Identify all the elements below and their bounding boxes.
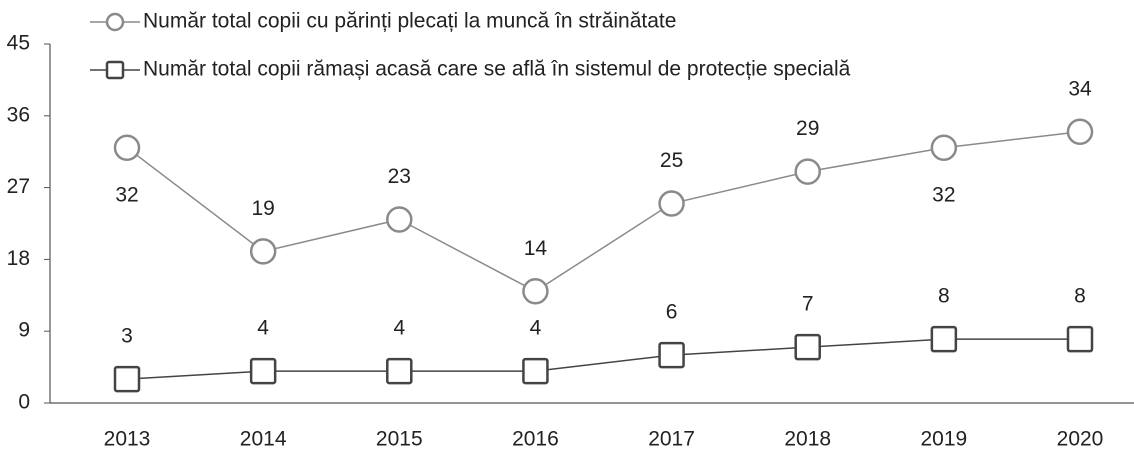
data-label: 25 xyxy=(660,149,683,172)
x-tick-label: 2020 xyxy=(1057,428,1104,451)
data-label: 32 xyxy=(115,183,138,206)
data-label: 32 xyxy=(932,183,955,206)
data-label: 4 xyxy=(257,317,269,340)
legend-label: Număr total copii rămași acasă care se a… xyxy=(143,58,851,81)
data-label: 29 xyxy=(796,117,819,140)
x-tick-label: 2016 xyxy=(512,428,559,451)
marker xyxy=(522,357,549,385)
marker xyxy=(1066,118,1094,146)
marker xyxy=(658,190,685,217)
marker xyxy=(794,333,821,361)
marker xyxy=(658,341,685,369)
x-tick-label: 2019 xyxy=(920,428,967,451)
data-label: 6 xyxy=(666,301,678,324)
series-line xyxy=(126,338,1080,380)
data-label: 7 xyxy=(802,293,814,316)
x-tick-label: 2018 xyxy=(784,428,831,451)
data-label: 23 xyxy=(388,165,411,188)
y-tick-label: 0 xyxy=(18,391,30,414)
marker xyxy=(930,325,958,353)
x-tick-label: 2014 xyxy=(240,428,287,451)
y-tick-label: 36 xyxy=(7,103,30,126)
x-tick-label: 2013 xyxy=(104,428,151,451)
marker xyxy=(930,134,958,161)
y-tick-label: 9 xyxy=(18,319,30,342)
data-label: 3 xyxy=(121,325,133,348)
y-tick-label: 18 xyxy=(7,247,30,270)
data-label: 4 xyxy=(530,317,542,340)
data-label: 4 xyxy=(393,317,405,340)
data-label: 14 xyxy=(524,237,548,260)
data-label: 19 xyxy=(251,197,274,220)
legend-label: Număr total copii cu părinți plecați la … xyxy=(143,10,676,33)
y-tick-label: 27 xyxy=(7,175,30,198)
series-line xyxy=(126,131,1081,293)
marker xyxy=(386,206,413,233)
data-label: 8 xyxy=(1074,285,1086,308)
y-tick-label: 45 xyxy=(7,32,30,55)
marker xyxy=(522,278,549,305)
marker xyxy=(113,365,141,393)
x-tick-label: 2015 xyxy=(376,428,423,451)
data-label: 34 xyxy=(1068,77,1092,100)
marker xyxy=(105,12,125,32)
marker xyxy=(113,134,141,161)
marker xyxy=(794,158,821,185)
marker xyxy=(249,357,277,385)
marker xyxy=(1066,325,1094,353)
marker xyxy=(386,357,413,385)
data-label: 8 xyxy=(938,285,950,308)
marker xyxy=(105,60,125,80)
x-tick-label: 2017 xyxy=(648,428,695,451)
marker xyxy=(249,238,277,265)
